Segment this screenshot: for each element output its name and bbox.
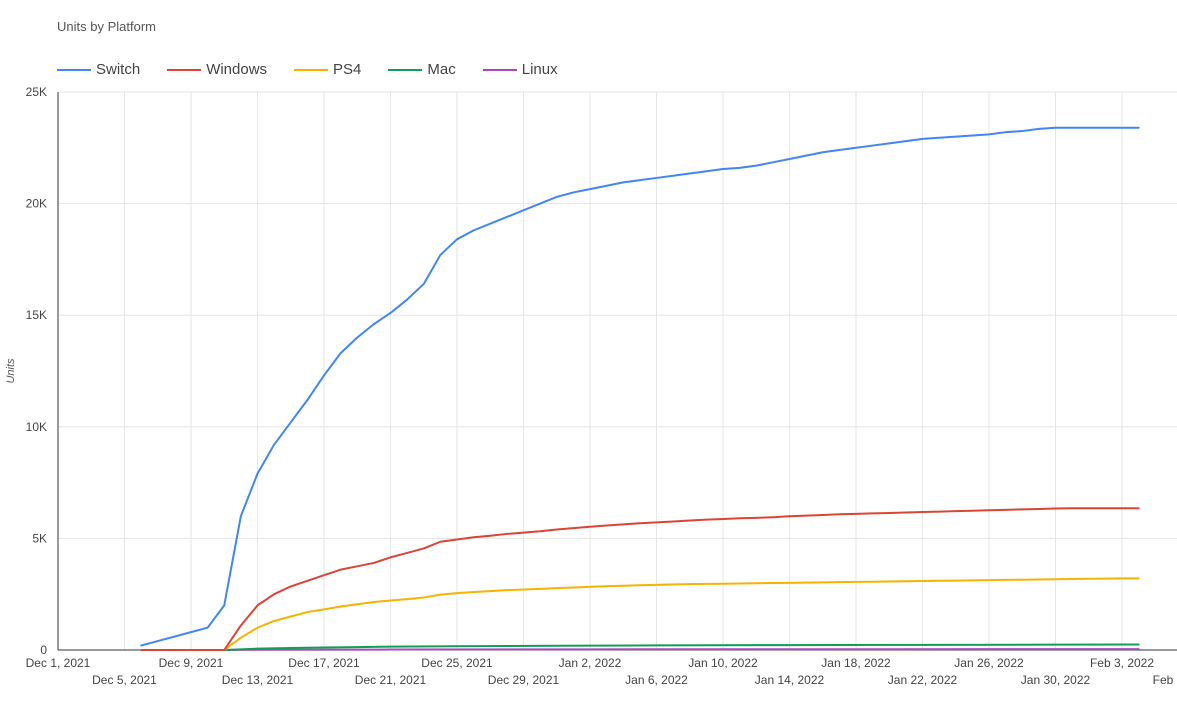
x-tick-label: Jan 26, 2022 (954, 656, 1024, 670)
series-line-linux (140, 648, 1140, 651)
legend-item-windows[interactable]: Windows (167, 61, 267, 78)
y-tick-label: 0 (40, 643, 47, 657)
series-line-switch (140, 126, 1140, 647)
x-tick-label: Jan 6, 2022 (625, 673, 688, 687)
legend-item-linux[interactable]: Linux (482, 61, 558, 78)
series-lines (140, 126, 1140, 651)
y-tick-label: 20K (26, 197, 47, 211)
legend-item-switch[interactable]: Switch (57, 61, 140, 78)
legend-swatch-switch (57, 68, 91, 71)
legend-swatch-mac (388, 68, 423, 71)
axes (57, 92, 1177, 651)
legend-swatch-linux (482, 68, 517, 71)
legend-swatch-ps4 (294, 68, 329, 71)
series-line-windows (140, 507, 1140, 651)
x-tick-label: Feb (1153, 673, 1174, 687)
legend-item-ps4[interactable]: PS4 (294, 61, 361, 78)
x-tick-label: Dec 9, 2021 (159, 656, 224, 670)
chart-title: Units by Platform (57, 19, 156, 34)
legend-swatch-windows (167, 68, 202, 71)
legend-label-mac: Mac (427, 61, 456, 78)
legend-item-mac[interactable]: Mac (388, 61, 456, 78)
x-tick-label: Dec 21, 2021 (355, 673, 427, 687)
x-tick-label: Jan 18, 2022 (821, 656, 891, 670)
legend-label-linux: Linux (521, 61, 558, 78)
x-tick-label: Jan 30, 2022 (1021, 673, 1091, 687)
series-line-ps4 (140, 577, 1140, 651)
y-tick-label: 5K (32, 531, 47, 545)
x-tick-label: Dec 25, 2021 (421, 656, 493, 670)
legend-label-switch: Switch (96, 61, 141, 78)
x-tick-label: Jan 10, 2022 (688, 656, 758, 670)
y-axis-title: Units (5, 358, 17, 384)
x-tick-label: Feb 3, 2022 (1090, 656, 1154, 670)
legend-label-ps4: PS4 (333, 61, 362, 78)
x-tick-label: Dec 17, 2021 (288, 656, 360, 670)
legend-label-windows: Windows (206, 61, 268, 78)
x-tick-label: Dec 29, 2021 (488, 673, 560, 687)
legend: Switch Windows PS4 Mac Linux (57, 61, 558, 78)
x-tick-label: Jan 22, 2022 (888, 673, 958, 687)
x-tick-label: Dec 13, 2021 (222, 673, 294, 687)
y-tick-label: 25K (26, 85, 47, 99)
x-tick-label: Dec 1, 2021 (26, 656, 91, 670)
x-tick-label: Jan 2, 2022 (559, 656, 622, 670)
x-tick-label: Dec 5, 2021 (92, 673, 157, 687)
y-tick-label: 10K (26, 420, 47, 434)
series-line-mac (140, 643, 1140, 651)
grid (58, 91, 1177, 650)
y-tick-label: 15K (26, 308, 47, 322)
x-tick-label: Jan 14, 2022 (755, 673, 825, 687)
